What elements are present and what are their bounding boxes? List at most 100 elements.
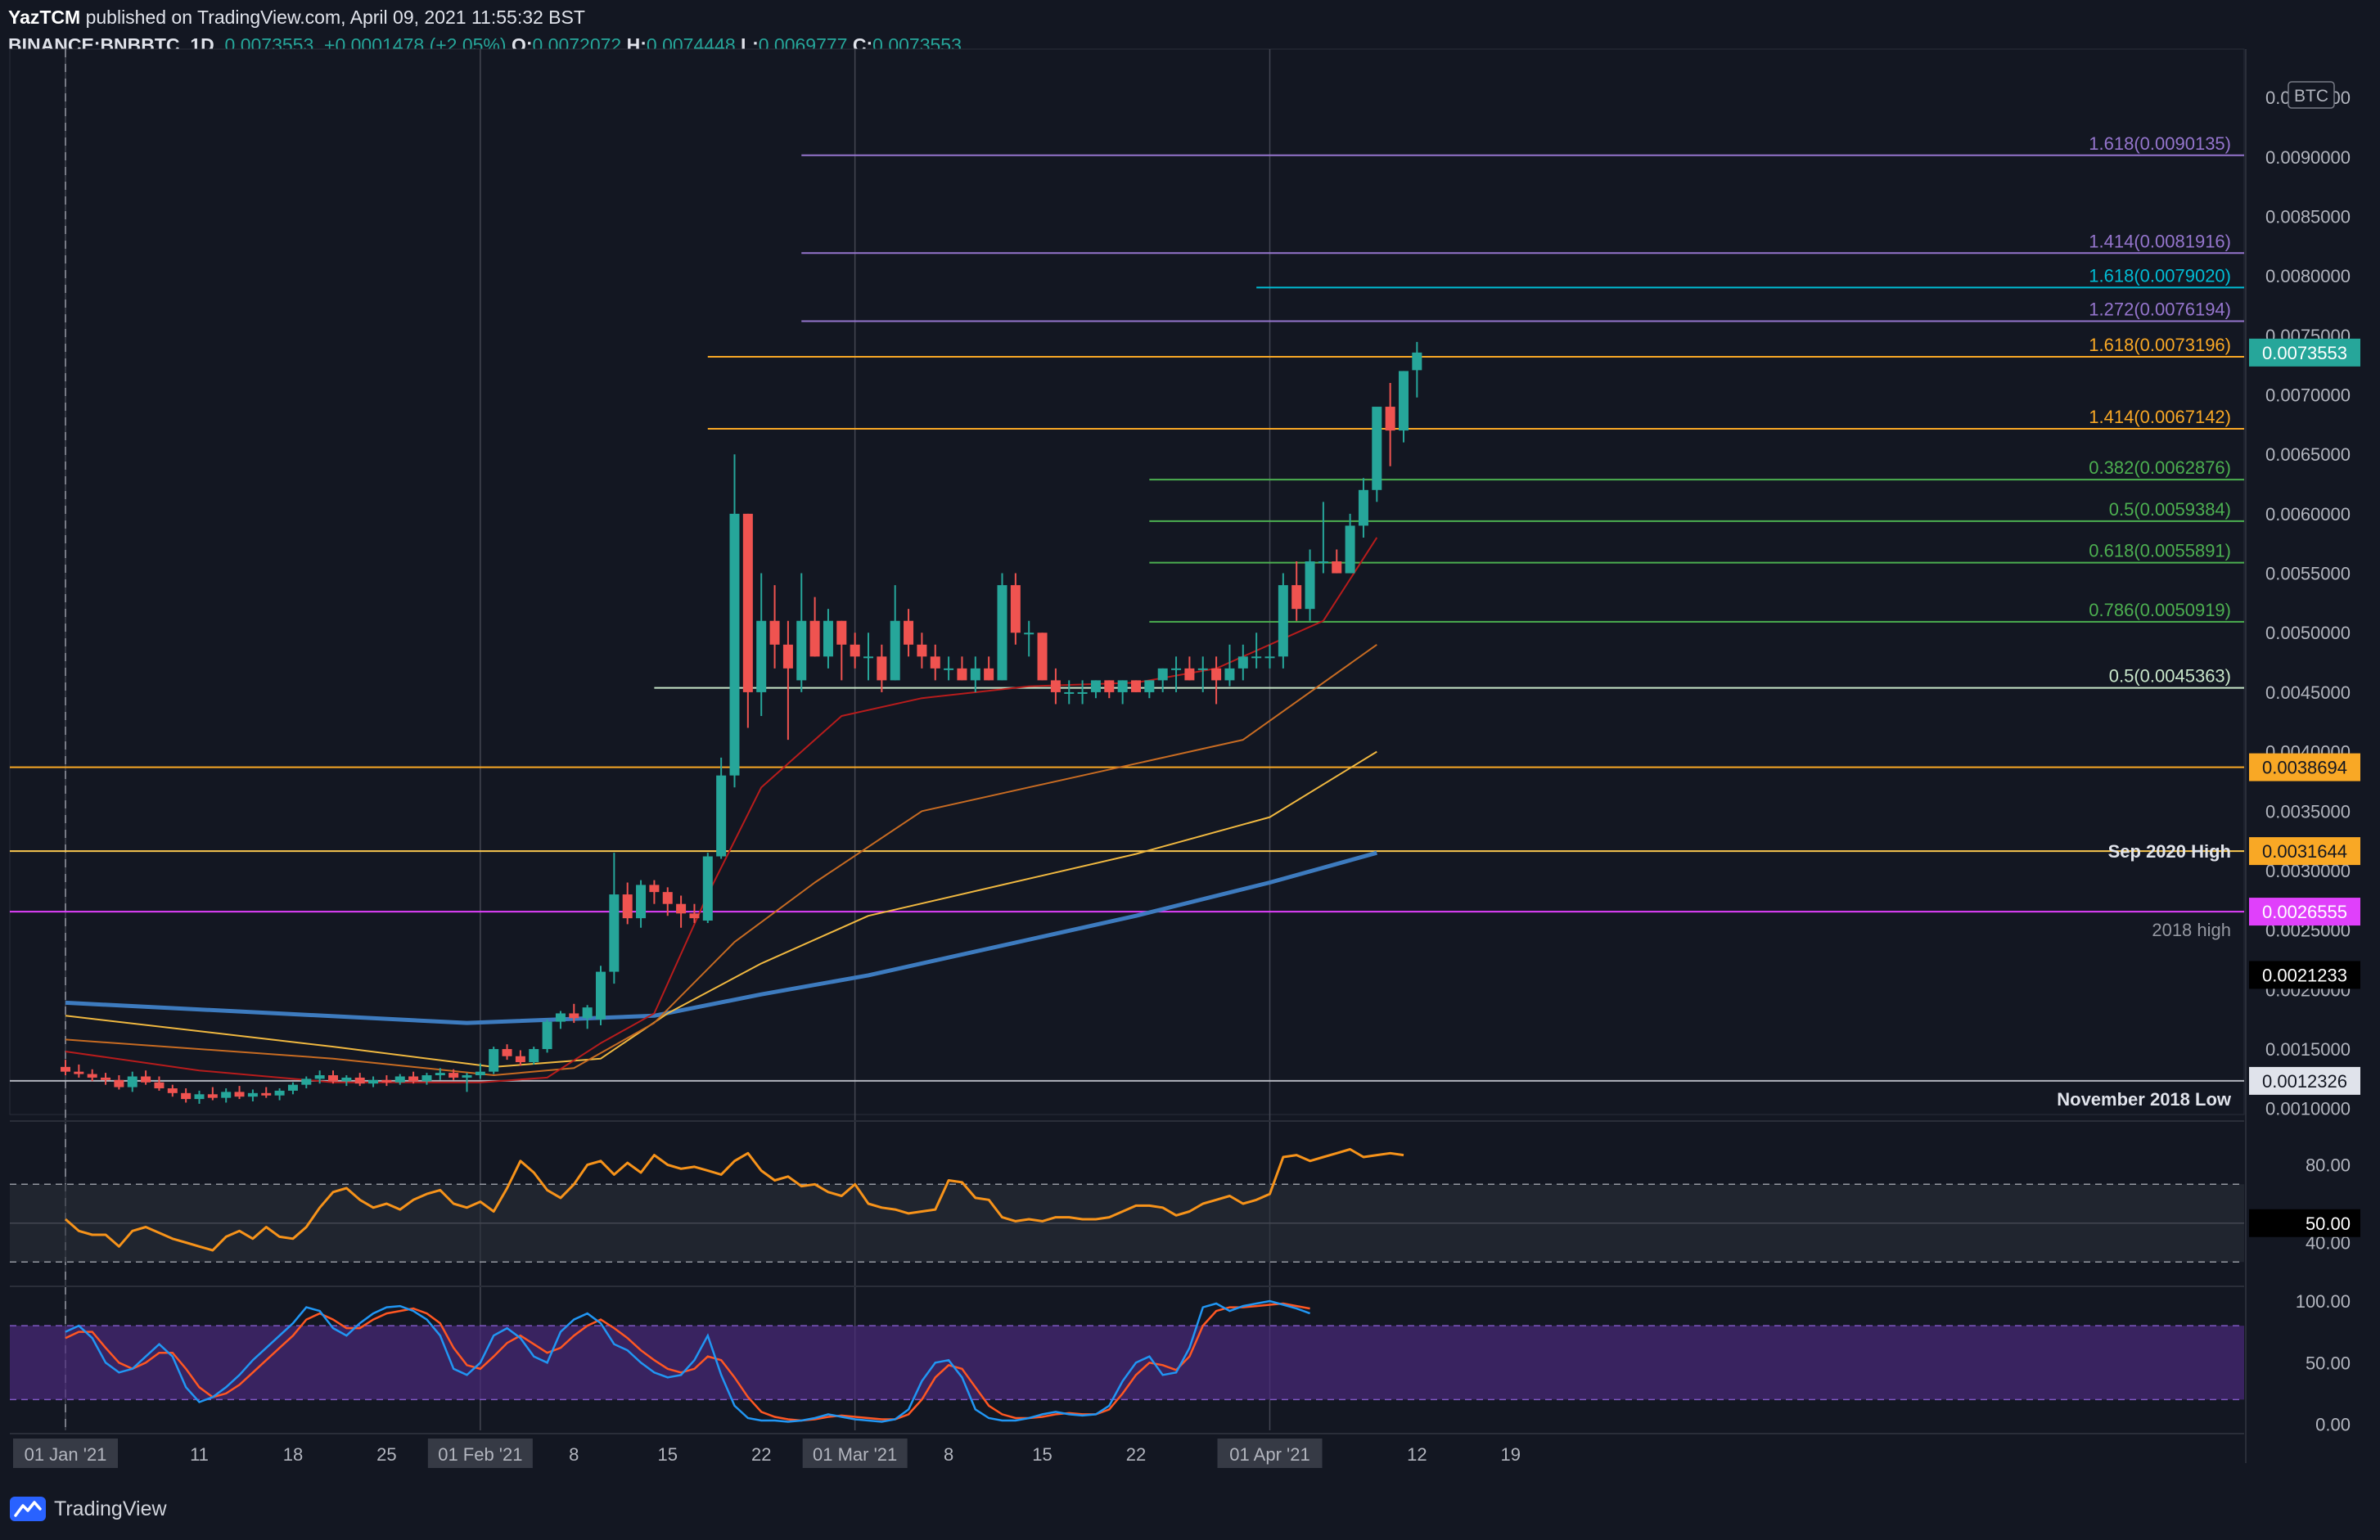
time-label-box <box>427 1439 533 1468</box>
candle <box>74 1064 84 1078</box>
time-tick-label: 8 <box>569 1444 579 1465</box>
candle <box>247 1089 258 1102</box>
candle <box>181 1088 192 1103</box>
ma100-line <box>65 750 1377 1068</box>
time-tick-label: 01 Mar '21 <box>813 1444 897 1465</box>
candle-body <box>354 1077 365 1084</box>
candle-body <box>127 1076 137 1087</box>
candle <box>1037 633 1048 681</box>
candle-body <box>984 668 994 681</box>
candle <box>194 1090 205 1104</box>
candle <box>863 633 873 681</box>
candle-body <box>261 1092 272 1096</box>
candle-body <box>141 1076 151 1083</box>
time-tick-label: 15 <box>658 1444 678 1465</box>
rsi-current-tag-text: 50.00 <box>2306 1214 2351 1234</box>
candle-body <box>489 1049 499 1072</box>
candle-body <box>74 1071 84 1074</box>
candle <box>997 573 1007 681</box>
candle <box>1412 341 1422 398</box>
author-name[interactable]: YazTCM <box>8 7 81 28</box>
moving-averages <box>65 537 1378 1083</box>
candle <box>1251 633 1262 669</box>
candle <box>1211 656 1222 705</box>
candle-body <box>341 1077 352 1082</box>
fib-0618-label: 0.618(0.0055891) <box>2089 541 2231 561</box>
candle <box>408 1071 419 1084</box>
unit-badge <box>2288 81 2335 109</box>
candle-body <box>274 1090 285 1096</box>
candle <box>1399 371 1409 443</box>
candle-body <box>1399 371 1409 431</box>
candle-body <box>408 1076 419 1082</box>
candle <box>1332 549 1342 574</box>
candle-body <box>1131 680 1141 692</box>
candle <box>1197 656 1208 692</box>
candle-body <box>729 513 740 776</box>
candle <box>1024 620 1034 657</box>
candle <box>716 757 727 859</box>
candle-body <box>1291 585 1302 610</box>
candle <box>141 1070 151 1085</box>
candle <box>341 1075 352 1087</box>
candle <box>1157 668 1168 692</box>
candle <box>475 1063 485 1079</box>
candle-body <box>207 1094 218 1098</box>
candle <box>957 656 967 681</box>
candle <box>1224 644 1235 687</box>
price-tick-label: 0.0080000 <box>2265 266 2351 286</box>
fib-0382-label: 0.382(0.0062876) <box>2089 457 2231 478</box>
time-tick-label: 12 <box>1407 1444 1427 1465</box>
candle <box>930 644 940 681</box>
candle-body <box>555 1013 566 1022</box>
candle <box>1077 680 1088 705</box>
price-tick-label: 0.0035000 <box>2265 801 2351 822</box>
rsi-line <box>65 1148 1404 1252</box>
candle-body <box>167 1088 178 1093</box>
candle <box>529 1047 539 1065</box>
candle-body <box>796 620 807 681</box>
candle-body <box>1184 668 1195 681</box>
candle <box>782 620 793 741</box>
candle <box>1345 513 1355 574</box>
candle-body <box>1385 407 1395 431</box>
candle <box>850 633 860 669</box>
candle-body <box>904 620 914 645</box>
candle-body <box>87 1074 97 1078</box>
candle <box>702 853 713 923</box>
candle <box>1372 407 1382 502</box>
tradingview-logo[interactable]: TradingView <box>10 1494 167 1524</box>
time-tick-label: 22 <box>751 1444 771 1465</box>
time-label-box <box>1217 1439 1323 1468</box>
candle <box>1291 561 1302 621</box>
candle-body <box>863 656 873 659</box>
candle <box>287 1082 298 1095</box>
candle-body <box>609 894 620 972</box>
candle-body <box>662 892 673 904</box>
horizontal-levels: Sep 2020 High 2018 high November 2018 Low <box>10 766 2244 1110</box>
fib-0786-label: 0.786(0.0050919) <box>2089 600 2231 620</box>
candle <box>394 1074 405 1085</box>
candle <box>421 1073 432 1085</box>
candle <box>154 1076 165 1091</box>
candle-body <box>582 1007 593 1019</box>
candle-body <box>622 894 633 919</box>
price-tick-label: 0.0090000 <box>2265 147 2351 168</box>
candle-body <box>1412 352 1422 371</box>
candle-body <box>930 656 940 669</box>
candle-body <box>181 1092 192 1100</box>
candle-body <box>944 668 954 670</box>
candle-body <box>368 1079 379 1084</box>
level-sep-2020-high-note: Sep 2020 High <box>2108 841 2231 862</box>
time-label-box <box>802 1439 908 1468</box>
time-tick-label: 25 <box>376 1444 396 1465</box>
candle-body <box>970 668 980 681</box>
candle <box>234 1086 245 1100</box>
candle <box>101 1073 111 1085</box>
candle-body <box>836 620 847 645</box>
candle <box>87 1069 97 1082</box>
candle-body <box>1305 561 1315 610</box>
candle-body <box>394 1076 405 1083</box>
price-tick-label: 0.0070000 <box>2265 385 2351 406</box>
